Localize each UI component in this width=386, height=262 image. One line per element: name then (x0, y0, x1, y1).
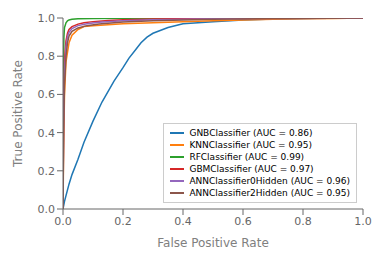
html-text:RFClassifier (AUC = 0.99): RFClassifier (AUC = 0.99) (189, 152, 305, 162)
svg-text:0.0: 0.0 (38, 203, 56, 216)
svg-text:0.2: 0.2 (114, 215, 132, 228)
svg-text:0.0: 0.0 (54, 215, 72, 228)
html-text:GNBClassifier (AUC = 0.86): GNBClassifier (AUC = 0.86) (189, 128, 313, 138)
svg-text:False Positive Rate: False Positive Rate (157, 236, 269, 250)
svg-text:1.0: 1.0 (38, 12, 56, 25)
svg-text:0.4: 0.4 (38, 127, 56, 140)
html-text:KNNClassifier (AUC = 0.95): KNNClassifier (AUC = 0.95) (189, 140, 313, 150)
svg-text:0.6: 0.6 (38, 88, 56, 101)
svg-text:0.6: 0.6 (234, 215, 252, 228)
html-text:GBMClassifier (AUC = 0.97): GBMClassifier (AUC = 0.97) (189, 164, 314, 174)
svg-text:True Positive Rate: True Positive Rate (11, 60, 25, 168)
svg-text:1.0: 1.0 (354, 215, 372, 228)
svg-text:0.8: 0.8 (38, 50, 56, 63)
svg-text:0.4: 0.4 (174, 215, 192, 228)
svg-text:0.2: 0.2 (38, 165, 56, 178)
html-text:ANNClassifier2Hidden (AUC = 0.: ANNClassifier2Hidden (AUC = 0.95) (189, 188, 350, 198)
html-text:ANNClassifier0Hidden (AUC = 0.: ANNClassifier0Hidden (AUC = 0.96) (189, 176, 350, 186)
svg-text:0.8: 0.8 (294, 215, 312, 228)
